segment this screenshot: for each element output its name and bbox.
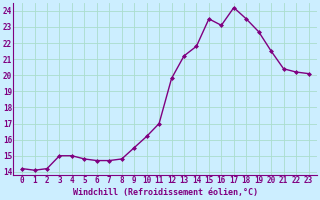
X-axis label: Windchill (Refroidissement éolien,°C): Windchill (Refroidissement éolien,°C) [73, 188, 258, 197]
